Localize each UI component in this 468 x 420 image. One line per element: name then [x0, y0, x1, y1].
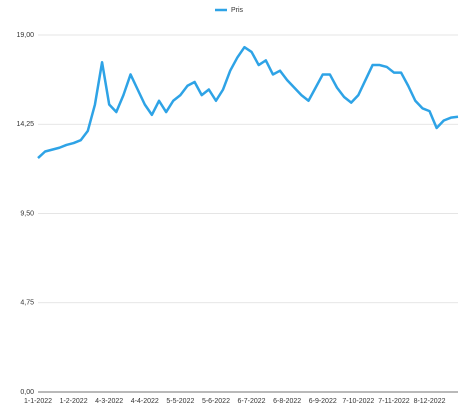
x-tick-label: 1-2-2022 — [60, 398, 88, 405]
x-tick-label: 6-7-2022 — [238, 398, 266, 405]
x-tick-label: 6-8-2022 — [273, 398, 301, 405]
y-tick-label: 0,00 — [20, 389, 34, 396]
y-tick-label: 9,50 — [20, 210, 34, 217]
y-tick-label: 4,75 — [20, 300, 34, 307]
line-series — [37, 45, 459, 159]
x-tick-label: 8-12-2022 — [414, 398, 446, 405]
x-tick-label: 5-5-2022 — [166, 398, 194, 405]
x-tick-label: 6-9-2022 — [309, 398, 337, 405]
x-tick-label: 5-6-2022 — [202, 398, 230, 405]
y-tick-label: 19,00 — [16, 32, 34, 39]
x-tick-label: 7-10-2022 — [342, 398, 374, 405]
x-tick-label: 4-4-2022 — [131, 398, 159, 405]
x-tick-label: 1-1-2022 — [24, 398, 52, 405]
x-tick-label: 4-3-2022 — [95, 398, 123, 405]
y-tick-label: 14,25 — [16, 121, 34, 128]
x-tick-label: 7-11-2022 — [378, 398, 410, 405]
legend-label: Pris — [231, 7, 244, 14]
